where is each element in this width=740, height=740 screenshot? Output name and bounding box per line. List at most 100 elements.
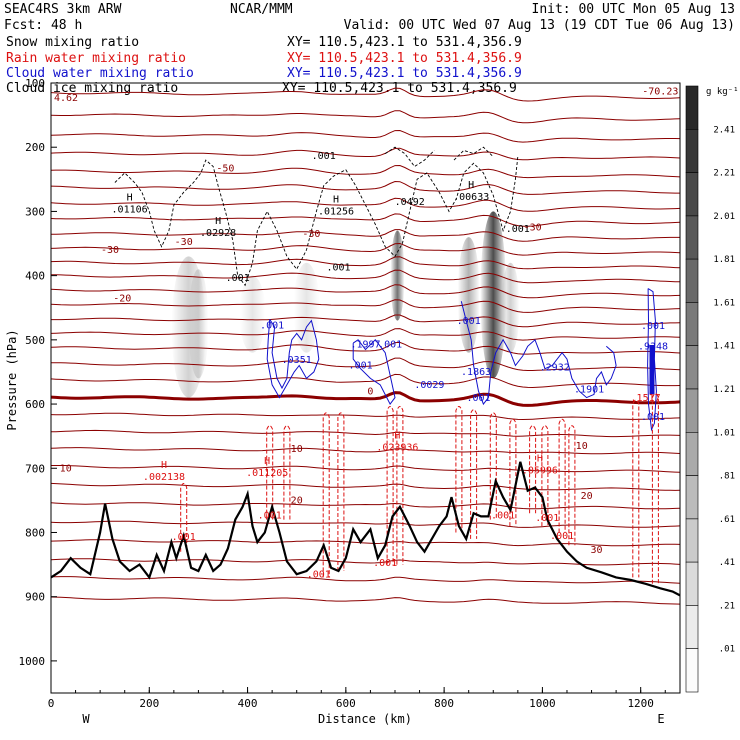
- colorbar-swatch-13: [685, 648, 699, 693]
- field-name-rain: Rain water mixing ratio: [6, 51, 186, 66]
- isotherm-8: [51, 229, 680, 242]
- cloud-water-label-9: .2932: [540, 363, 570, 374]
- snow-label-0: .01106: [112, 205, 148, 216]
- colorbar-swatch-1: [685, 129, 699, 173]
- colorbar-label-4: 1.61: [713, 298, 735, 308]
- y-tick-label-3: 400: [25, 270, 45, 283]
- isotherm-label-9: 10: [291, 444, 303, 455]
- forecast-hour: Fcst: 48 h: [4, 18, 82, 33]
- snow-shade-5: [457, 237, 480, 353]
- plot-area: H.01106H.02928H.01256.0492H.00633.001.00…: [51, 87, 680, 605]
- snow-shade-6: [480, 211, 507, 379]
- isotherm-0: [51, 87, 680, 102]
- isotherm-label-8: 10: [60, 464, 72, 475]
- isotherm-label-1: -50: [216, 164, 234, 175]
- rain-label-h-2: H: [394, 430, 400, 441]
- isotherm-29: [51, 576, 680, 584]
- isotherm-label-12: 20: [581, 491, 593, 502]
- rain-label-6: .001: [307, 569, 331, 580]
- x-tick-label-6: 1200: [627, 697, 654, 710]
- colorbar-label-3: 1.81: [713, 255, 735, 265]
- colorbar-label-2: 2.01: [713, 212, 735, 222]
- isotherm-17: [51, 357, 680, 371]
- y-tick-label-1: 200: [25, 141, 45, 154]
- snow-shade-1: [188, 269, 209, 379]
- colorbar-label-0: 2.41: [713, 125, 735, 135]
- snow-label-2: .01256: [318, 207, 354, 218]
- rain-contour-14: [568, 425, 576, 546]
- field-xy-rain: XY= 110.5,423.1 to 531.4,356.9: [287, 51, 522, 66]
- isotherm-15: [51, 328, 680, 341]
- rain-contour-4: [337, 412, 345, 571]
- isotherm-9: [51, 242, 680, 256]
- rain-label-2: .023936: [376, 442, 418, 453]
- cloud-water-label-10: .1901: [574, 385, 604, 396]
- colorbar-swatch-11: [685, 561, 699, 606]
- x-tick-label-0: 0: [48, 697, 55, 710]
- cloud-water-label-12: .001: [641, 321, 665, 332]
- isotherm-label-3: -30: [175, 237, 193, 248]
- rain-contour-5: [386, 406, 394, 565]
- cloud-water-label-3: .001: [378, 340, 402, 351]
- isotherm-22: [51, 447, 680, 455]
- field-xy-snow: XY= 110.5,423.1 to 531.4,356.9: [287, 35, 522, 50]
- isotherm-label-2: -30: [101, 245, 119, 256]
- y-tick-label-5: 600: [25, 398, 45, 411]
- cloud-water-label-2: .1997: [350, 340, 380, 351]
- x-tick-label-4: 800: [434, 697, 454, 710]
- snow-shade-7: [501, 262, 520, 353]
- isotherm-1: [51, 110, 680, 124]
- colorbar-label-6: 1.21: [713, 385, 735, 395]
- snow-label-6: .001: [226, 273, 250, 284]
- rain-contour-6: [396, 406, 404, 565]
- rain-contour-15: [632, 399, 640, 578]
- cloud-water-contour-2: [460, 301, 617, 406]
- colorbar-label-10: .41: [719, 558, 735, 568]
- y-tick-label-8: 900: [25, 591, 45, 604]
- cloud-water-label-1: .0351: [282, 355, 312, 366]
- rain-label-7: .001: [373, 558, 397, 569]
- rain-label-0: .002138: [143, 472, 185, 483]
- isotherm-20: [51, 412, 680, 421]
- isotherm-label-5: -30: [524, 223, 542, 234]
- snow-contour-0: [114, 156, 519, 287]
- rain-label-8: .001: [491, 510, 515, 521]
- x-tick-label-1: 200: [139, 697, 159, 710]
- snow-shade-2: [239, 275, 266, 353]
- cloud-water-core: [649, 345, 655, 395]
- rain-contour-13: [558, 418, 566, 533]
- terrain-layer: [51, 461, 680, 597]
- isotherm-label-10: 10: [576, 441, 588, 452]
- colorbar-label-11: .21: [719, 601, 735, 611]
- isotherm-13: [51, 299, 680, 313]
- snow-label-h-1: H: [215, 216, 221, 227]
- cloud-water-label-4: .001: [349, 361, 373, 372]
- cloud-water-contours: [266, 288, 657, 432]
- plot-frame: [50, 82, 681, 694]
- rain-label-h-3: H: [537, 453, 543, 464]
- snow-contour-1: [384, 146, 435, 168]
- cloud-water-label-11: .9348: [638, 342, 668, 353]
- isotherm-12: [51, 284, 680, 299]
- cloud-water-label-5: .0029: [414, 380, 444, 391]
- snow-label-3: .0492: [395, 197, 425, 208]
- colorbar-swatch-2: [685, 172, 699, 217]
- isotherm-10: [51, 256, 680, 270]
- org-label: NCAR/MMM: [230, 2, 293, 17]
- y-tick-label-6: 700: [25, 462, 45, 475]
- isotherm-28: [51, 558, 680, 566]
- rain-contour-3: [322, 412, 330, 578]
- isotherm-label-11: 20: [291, 496, 303, 507]
- y-tick-label-0: 100: [25, 77, 45, 90]
- west-label: W: [82, 712, 90, 726]
- isotherm-16: [51, 341, 680, 355]
- colorbar-label-5: 1.41: [713, 342, 735, 352]
- colorbar-swatch-10: [685, 518, 699, 563]
- isotherm-26: [51, 520, 680, 528]
- isotherm-label-4: -30: [302, 229, 320, 240]
- colorbar-swatch-12: [685, 605, 699, 650]
- isotherm-5: [51, 180, 680, 195]
- cloud-water-contour-0: [266, 319, 320, 399]
- cloud-water-contour-1: [352, 339, 396, 406]
